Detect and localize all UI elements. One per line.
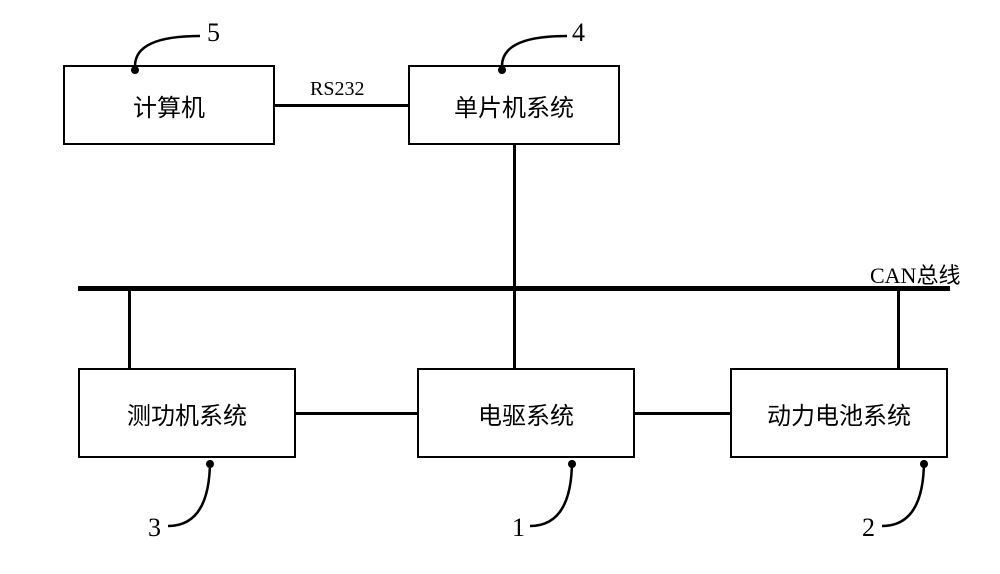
node-dynamometer-label: 测功机系统	[127, 396, 247, 431]
edge-rs232-label: RS232	[310, 78, 364, 101]
edge-edrive-bus	[513, 288, 516, 368]
node-edrive-label: 电驱系统	[478, 396, 574, 431]
edge-rs232	[275, 104, 408, 107]
lead-4-label: 4	[572, 18, 585, 48]
lead-1-label: 1	[512, 513, 525, 543]
edge-edrive-battery	[635, 412, 730, 415]
node-battery-label: 动力电池系统	[767, 396, 911, 431]
node-battery: 动力电池系统	[730, 368, 948, 458]
edge-mcu-bus	[513, 145, 516, 288]
edge-battery-bus	[897, 288, 900, 368]
node-computer-label: 计算机	[133, 88, 205, 123]
can-bus-label: CAN总线	[870, 258, 960, 290]
edge-dyn-bus	[128, 288, 131, 368]
node-mcu: 单片机系统	[408, 65, 620, 145]
lead-5-label: 5	[207, 18, 220, 48]
node-edrive: 电驱系统	[417, 368, 635, 458]
lead-2-label: 2	[862, 513, 875, 543]
lead-3-label: 3	[148, 513, 161, 543]
node-computer: 计算机	[63, 65, 275, 145]
edge-dyn-edrive	[296, 412, 417, 415]
node-mcu-label: 单片机系统	[454, 88, 574, 123]
node-dynamometer: 测功机系统	[78, 368, 296, 458]
